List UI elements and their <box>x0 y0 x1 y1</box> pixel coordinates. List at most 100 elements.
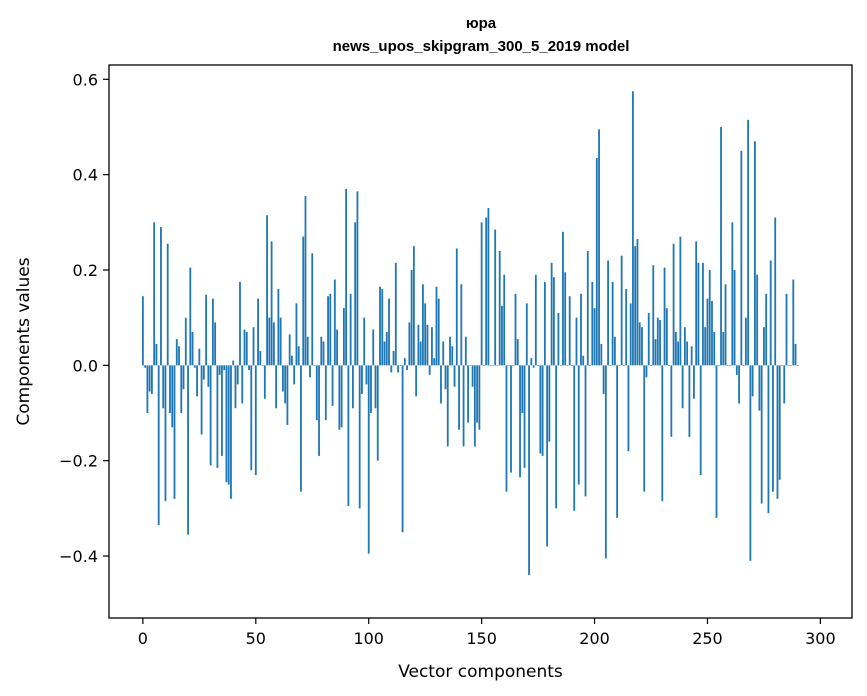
bar-172 <box>530 358 533 366</box>
bar-161 <box>505 365 508 492</box>
bar-149 <box>478 365 481 430</box>
bar-175 <box>537 365 539 366</box>
bar-142 <box>462 365 465 447</box>
bar-278 <box>769 260 772 366</box>
bar-177 <box>541 365 544 456</box>
bar-54 <box>263 365 266 399</box>
bar-229 <box>659 320 661 366</box>
y-tick-label: 0.2 <box>73 261 98 280</box>
bar-101 <box>370 365 372 414</box>
bar-82 <box>327 296 329 366</box>
bar-49 <box>252 327 255 366</box>
bar-15 <box>175 339 178 366</box>
bar-220 <box>638 322 641 366</box>
bar-223 <box>645 365 648 378</box>
bar-179 <box>546 365 549 547</box>
bar-75 <box>311 253 314 366</box>
bar-176 <box>539 365 542 454</box>
bar-182 <box>552 277 555 366</box>
bar-228 <box>656 317 659 366</box>
bar-103 <box>374 365 377 409</box>
bar-17 <box>180 365 183 414</box>
y-tick-label: −0.4 <box>59 547 98 566</box>
bar-11 <box>166 243 169 366</box>
bar-274 <box>760 365 763 504</box>
bar-14 <box>173 365 176 499</box>
bar-43 <box>239 281 241 366</box>
bar-57 <box>270 241 273 366</box>
bar-285 <box>785 293 788 366</box>
bar-4 <box>151 365 153 394</box>
bar-98 <box>363 317 366 366</box>
bar-119 <box>410 269 413 366</box>
bar-0 <box>141 296 144 366</box>
bar-50 <box>254 365 257 475</box>
bar-150 <box>480 222 483 366</box>
bar-32 <box>214 322 217 366</box>
bar-77 <box>315 365 318 421</box>
bar-78 <box>318 365 320 456</box>
bar-221 <box>641 327 643 366</box>
bar-22 <box>191 331 194 366</box>
bar-288 <box>792 279 795 366</box>
bar-197 <box>586 250 589 366</box>
bar-251 <box>708 269 711 366</box>
bar-36 <box>223 365 226 371</box>
bar-255 <box>717 365 720 366</box>
bar-289 <box>794 343 797 366</box>
bar-12 <box>169 365 171 414</box>
bar-180 <box>548 365 551 442</box>
x-tick-label: 100 <box>353 629 384 648</box>
bar-276 <box>765 293 768 366</box>
bar-137 <box>451 346 454 366</box>
bar-141 <box>460 284 463 366</box>
bar-21 <box>189 267 192 366</box>
bar-203 <box>600 343 603 366</box>
y-tick-label: −0.2 <box>59 452 98 471</box>
bar-126 <box>426 324 429 366</box>
bar-38 <box>227 365 230 485</box>
bar-247 <box>699 365 702 475</box>
bar-237 <box>677 341 680 366</box>
bar-286 <box>787 365 790 366</box>
bar-45 <box>243 329 246 366</box>
bar-218 <box>634 246 637 366</box>
bar-246 <box>697 262 700 366</box>
bar-139 <box>455 248 458 366</box>
bars-group <box>141 91 799 576</box>
bar-125 <box>424 303 427 366</box>
bar-208 <box>611 281 614 366</box>
bar-93 <box>352 365 354 409</box>
bar-1 <box>144 365 147 368</box>
bar-26 <box>200 365 203 435</box>
y-ticks-group: −0.4 −0.2 0.0 0.2 0.4 0.6 <box>59 70 109 566</box>
bar-230 <box>661 365 664 502</box>
bar-72 <box>304 196 307 366</box>
bar-216 <box>629 303 632 366</box>
bar-34 <box>218 365 221 375</box>
bar-234 <box>670 365 673 437</box>
bar-215 <box>627 365 630 452</box>
bar-254 <box>715 365 718 518</box>
bar-146 <box>471 365 474 387</box>
bar-261 <box>731 222 734 366</box>
bar-96 <box>358 365 361 509</box>
bar-163 <box>510 365 512 473</box>
bar-7 <box>157 365 160 526</box>
bar-25 <box>198 348 201 366</box>
bar-231 <box>663 267 666 366</box>
bar-244 <box>693 365 695 399</box>
bar-31 <box>211 298 214 366</box>
bar-277 <box>767 365 770 514</box>
bar-152 <box>485 217 488 366</box>
bar-238 <box>679 236 682 366</box>
bar-174 <box>534 274 537 366</box>
bar-121 <box>415 365 418 397</box>
x-ticks-group: 0 50 100 150 200 250 300 <box>138 618 836 648</box>
y-axis-label: Components values <box>14 257 34 425</box>
bar-33 <box>216 365 219 468</box>
bar-65 <box>288 334 291 366</box>
bar-94 <box>354 222 357 366</box>
bar-181 <box>550 262 553 366</box>
